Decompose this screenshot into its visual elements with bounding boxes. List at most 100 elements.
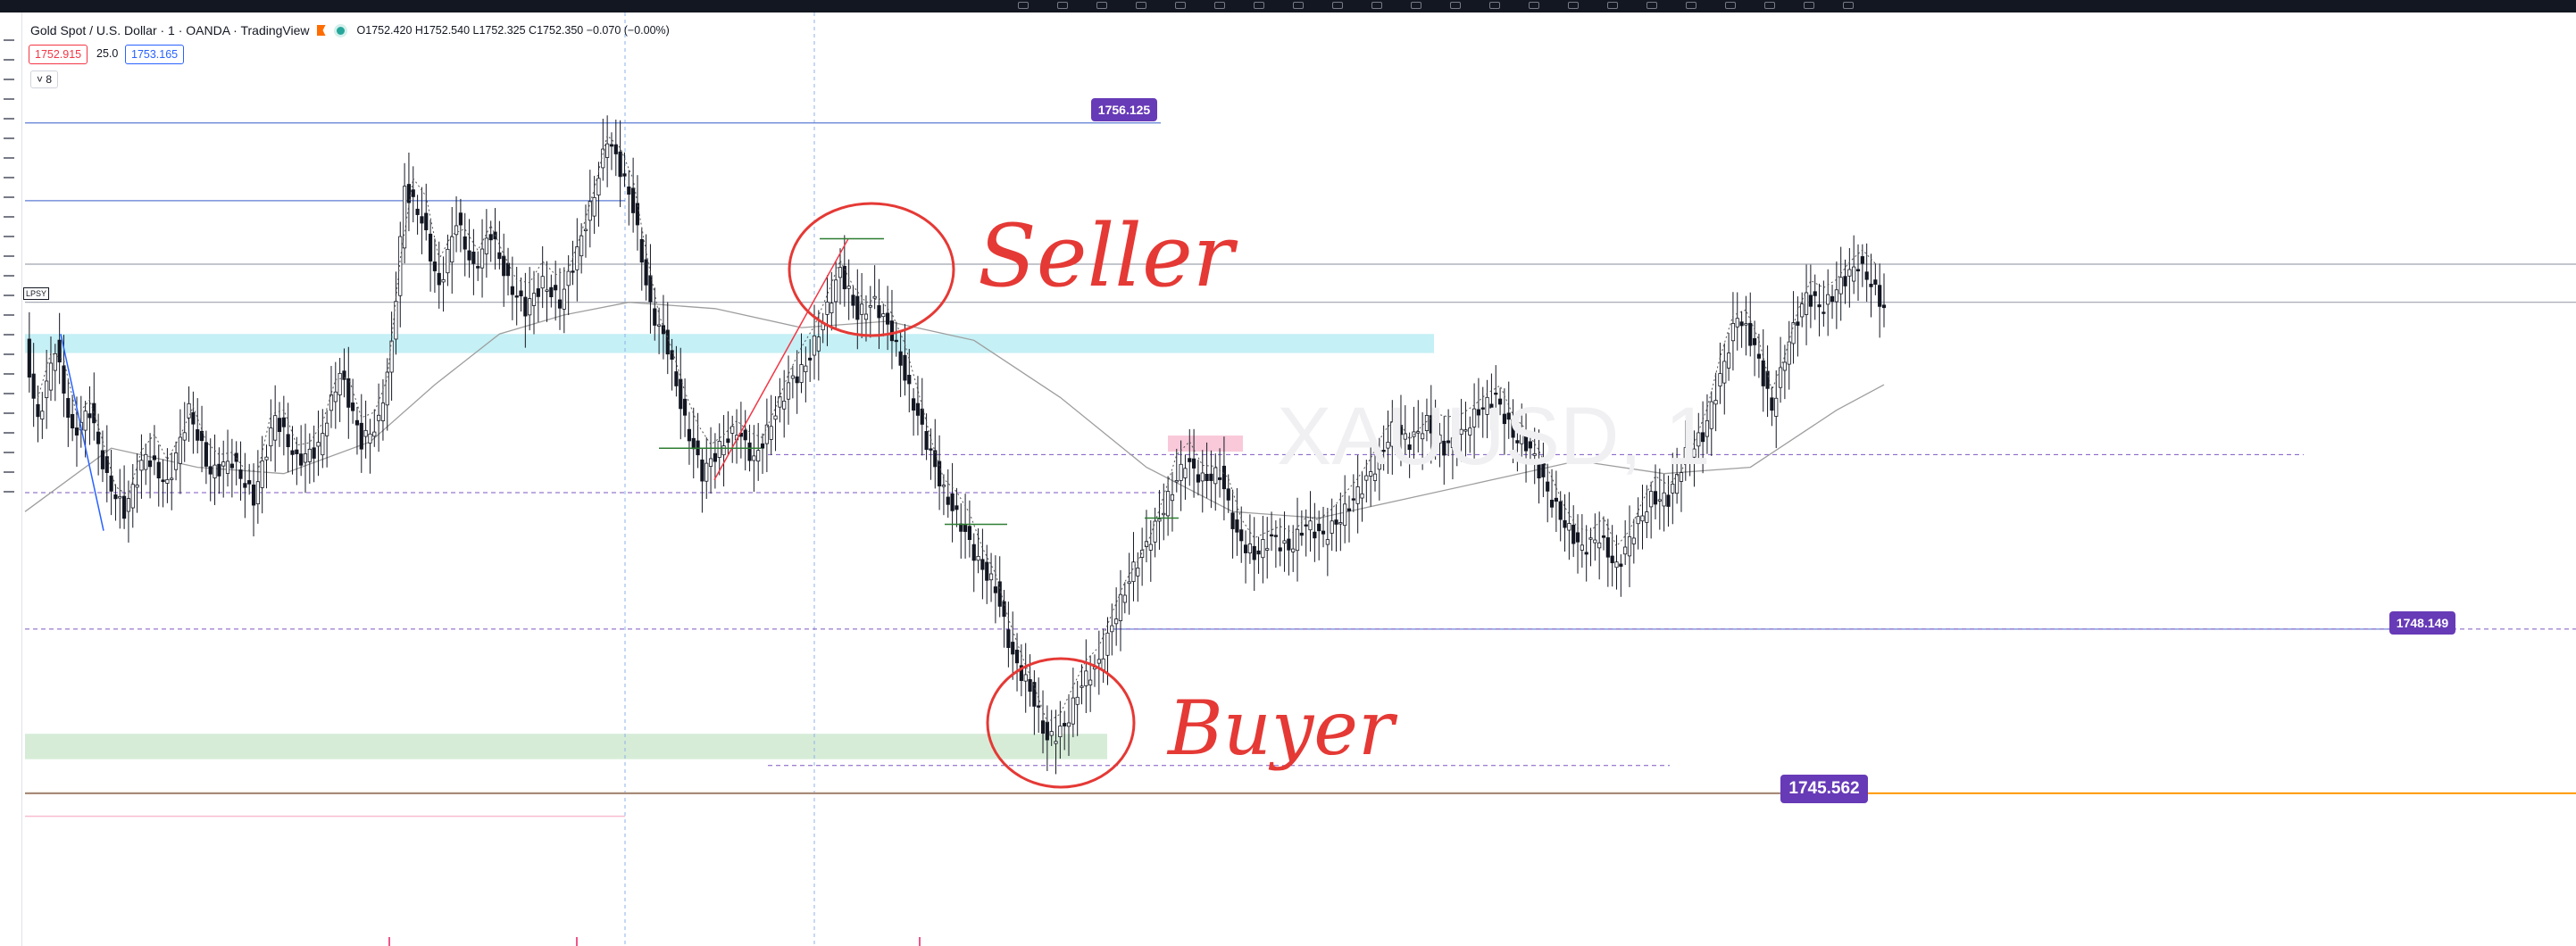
candle-body — [1209, 473, 1213, 481]
tool-icon[interactable] — [4, 59, 14, 61]
candle-body — [1588, 537, 1593, 540]
toolbar-icon[interactable] — [1686, 2, 1696, 9]
candle-body — [877, 304, 881, 319]
tool-icon[interactable] — [4, 353, 14, 355]
candle-body — [104, 456, 109, 473]
candle-body — [147, 460, 153, 468]
candle-body — [1338, 522, 1343, 525]
candle-body — [842, 266, 846, 290]
tool-icon[interactable] — [4, 236, 14, 237]
candle-body — [264, 456, 269, 461]
toolbar-icon[interactable] — [1096, 2, 1107, 9]
candle-body — [1597, 542, 1602, 549]
candle-body — [182, 432, 187, 441]
candle-body — [1520, 434, 1524, 444]
candle-body — [773, 415, 778, 420]
candle-body — [303, 453, 308, 463]
tool-icon[interactable] — [4, 373, 14, 375]
candle-body — [1838, 277, 1843, 295]
candle-body — [1265, 548, 1270, 551]
candle-body — [1494, 392, 1498, 395]
toolbar-icon[interactable] — [1254, 2, 1264, 9]
candle-body — [575, 246, 579, 270]
tool-icon[interactable] — [4, 216, 14, 218]
sell-price-button[interactable]: 1752.915 — [29, 45, 88, 64]
candle-body — [812, 335, 817, 356]
candle-body — [946, 496, 950, 505]
candle-body — [1438, 434, 1442, 444]
toolbar-icon[interactable] — [1293, 2, 1304, 9]
candle-body — [415, 208, 420, 215]
candle-body — [1770, 397, 1774, 411]
candle-body — [1235, 519, 1239, 533]
toolbar-icon[interactable] — [1843, 2, 1854, 9]
candle-body — [1346, 508, 1352, 511]
candle-body — [1653, 491, 1658, 505]
toolbar-icon[interactable] — [1175, 2, 1186, 9]
toolbar-icon[interactable] — [1568, 2, 1579, 9]
toolbar-icon[interactable] — [1529, 2, 1539, 9]
tool-icon[interactable] — [4, 314, 14, 316]
candle-body — [554, 285, 558, 291]
candle-body — [368, 433, 372, 444]
tool-icon[interactable] — [4, 295, 14, 296]
candle-body — [74, 427, 79, 436]
toolbar-icon[interactable] — [1607, 2, 1618, 9]
candle-body — [221, 461, 226, 467]
tool-icon[interactable] — [4, 275, 14, 277]
buy-price-button[interactable]: 1753.165 — [125, 45, 185, 64]
tool-icon[interactable] — [4, 137, 14, 139]
toolbar-icon[interactable] — [1371, 2, 1382, 9]
toolbar-icon[interactable] — [1018, 2, 1029, 9]
candle-body — [1032, 682, 1037, 707]
toolbar-icon[interactable] — [1411, 2, 1421, 9]
candle-body — [613, 144, 618, 154]
tool-icon[interactable] — [4, 432, 14, 434]
candle-body — [993, 586, 997, 593]
toolbar-icon[interactable] — [1646, 2, 1657, 9]
tool-icon[interactable] — [4, 412, 14, 414]
tool-icon[interactable] — [4, 157, 14, 159]
tool-icon[interactable] — [4, 177, 14, 178]
tool-icon[interactable] — [4, 118, 14, 120]
candle-body — [1463, 429, 1468, 432]
candle-body — [45, 380, 49, 399]
candle-body — [1054, 741, 1058, 744]
tool-icon[interactable] — [4, 39, 14, 41]
candle-body — [234, 452, 238, 462]
candle-body — [1040, 720, 1046, 734]
tool-icon[interactable] — [4, 98, 14, 100]
tool-icon[interactable] — [4, 255, 14, 257]
candle-body — [950, 493, 955, 511]
tool-icon[interactable] — [4, 393, 14, 394]
toolbar-icon[interactable] — [1764, 2, 1775, 9]
tool-icon[interactable] — [4, 196, 14, 198]
indicators-toggle-button[interactable]: ˅ 8 — [30, 71, 59, 88]
candle-body — [1649, 491, 1654, 508]
candle-body — [1058, 726, 1063, 738]
toolbar-icon[interactable] — [1214, 2, 1225, 9]
candle-body — [27, 338, 31, 378]
toolbar-icon[interactable] — [1057, 2, 1068, 9]
toolbar-icon[interactable] — [1725, 2, 1736, 9]
candle-body — [657, 324, 662, 327]
toolbar-icon[interactable] — [1450, 2, 1461, 9]
toolbar-icon[interactable] — [1136, 2, 1146, 9]
toolbar-icon[interactable] — [1489, 2, 1500, 9]
tool-icon[interactable] — [4, 491, 14, 493]
tool-icon[interactable] — [4, 79, 14, 80]
candle-body — [1243, 544, 1248, 553]
candle-body — [484, 237, 488, 254]
tool-icon[interactable] — [4, 334, 14, 336]
candle-body — [1727, 353, 1731, 369]
candle-body — [135, 485, 139, 488]
symbol-title[interactable]: Gold Spot / U.S. Dollar · 1 · OANDA · Tr… — [30, 23, 310, 37]
tool-icon[interactable] — [4, 452, 14, 453]
candle-body — [1480, 407, 1485, 410]
toolbar-icon[interactable] — [1332, 2, 1343, 9]
candle-body — [1118, 593, 1123, 621]
tool-icon[interactable] — [4, 471, 14, 473]
candle-body — [467, 250, 471, 261]
toolbar-icon[interactable] — [1804, 2, 1814, 9]
